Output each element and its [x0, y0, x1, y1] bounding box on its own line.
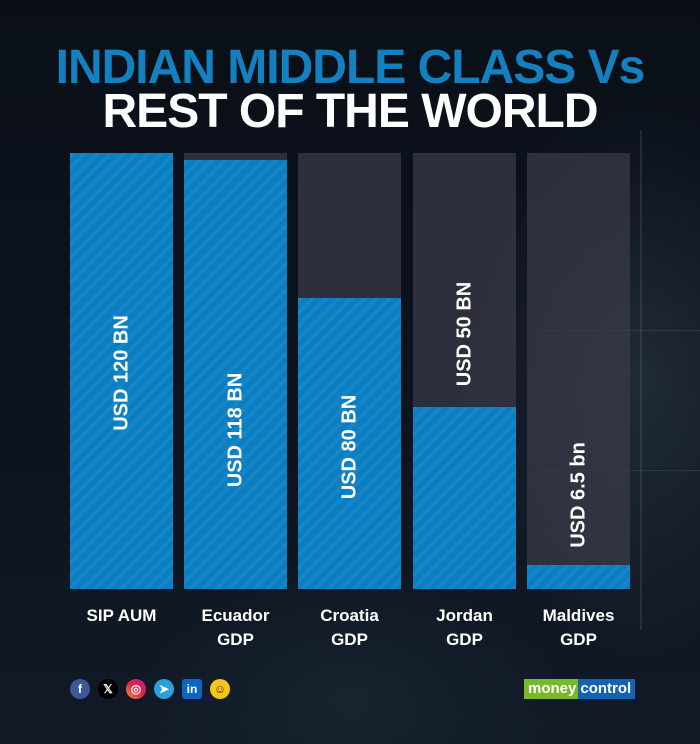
- category-label-line1: Jordan: [436, 606, 493, 625]
- bar-track: USD 120 BN: [70, 153, 173, 589]
- bar-value-label: USD 50 BN: [453, 281, 475, 387]
- logo-part-control: control: [578, 679, 636, 699]
- title-line-1: INDIAN MIDDLE CLASS Vs: [55, 41, 646, 94]
- bar: [184, 160, 287, 589]
- facebook-icon[interactable]: f: [70, 679, 90, 699]
- snapchat-icon[interactable]: ☺: [210, 679, 230, 699]
- instagram-icon[interactable]: ◎: [126, 679, 146, 699]
- bar-value-label: USD 118 BN: [224, 372, 246, 488]
- logo-part-money: money: [524, 679, 579, 699]
- bar-value-label: USD 120 BN: [110, 315, 132, 431]
- bar: [413, 407, 516, 589]
- category-label: Jordan GDP: [413, 604, 516, 652]
- bar-value-label: USD 80 BN: [338, 394, 360, 500]
- social-icons: f 𝕏 ◎ ➤ in ☺: [70, 679, 230, 699]
- category-label-line2: GDP: [217, 630, 254, 649]
- category-label-line1: Maldives: [542, 606, 615, 625]
- bar: [527, 565, 630, 589]
- telegram-icon[interactable]: ➤: [154, 679, 174, 699]
- category-label-line2: GDP: [560, 630, 597, 649]
- bar-track: USD 50 BN: [413, 153, 516, 589]
- bg-grid-line: [640, 130, 642, 630]
- x-icon[interactable]: 𝕏: [98, 679, 118, 699]
- category-label: Ecuador GDP: [184, 604, 287, 652]
- category-label-line1: Croatia: [320, 606, 379, 625]
- bar-value-label: USD 6.5 bn: [567, 442, 589, 548]
- category-label-line2: GDP: [446, 630, 483, 649]
- bar-track: USD 80 BN: [298, 153, 401, 589]
- bar: [298, 298, 401, 589]
- category-label-line1: Ecuador: [201, 606, 270, 625]
- category-label: Maldives GDP: [527, 604, 630, 652]
- category-label-line2: GDP: [331, 630, 368, 649]
- category-label: Croatia GDP: [298, 604, 401, 652]
- moneycontrol-logo: money control: [524, 679, 636, 699]
- bar-track: USD 118 BN: [184, 153, 287, 589]
- title-line-2: REST OF THE WORLD: [102, 85, 599, 138]
- linkedin-icon[interactable]: in: [182, 679, 202, 699]
- category-label-line1: SIP AUM: [86, 606, 157, 625]
- bar: [70, 153, 173, 589]
- bar-track: USD 6.5 bn: [527, 153, 630, 589]
- category-label: SIP AUM: [70, 604, 173, 628]
